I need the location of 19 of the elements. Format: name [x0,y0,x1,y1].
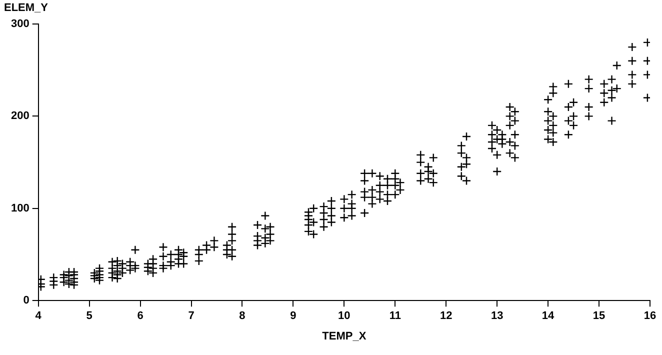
x-tick-label: 14 [542,310,556,322]
x-tick-label: 13 [490,310,504,322]
y-axis-title: ELEM_Y [4,2,48,14]
x-tick-label: 7 [188,310,194,322]
x-tick-label: 8 [239,310,246,322]
x-tick-label: 6 [137,310,144,322]
y-tick-label: 0 [23,294,30,307]
y-tick-label: 100 [10,202,30,214]
x-axis-title: TEMP_X [322,330,367,342]
y-tick-label: 300 [10,18,30,30]
x-tick-label: 11 [389,310,401,322]
x-tick-label: 10 [338,310,350,322]
y-tick-label: 200 [10,110,30,122]
x-tick-label: 12 [440,310,452,322]
x-tick-label: 4 [35,310,42,322]
x-tick-label: 5 [86,310,92,322]
x-tick-label: 16 [644,310,656,322]
x-tick-label: 9 [290,310,296,322]
x-tick-label: 15 [592,310,606,322]
